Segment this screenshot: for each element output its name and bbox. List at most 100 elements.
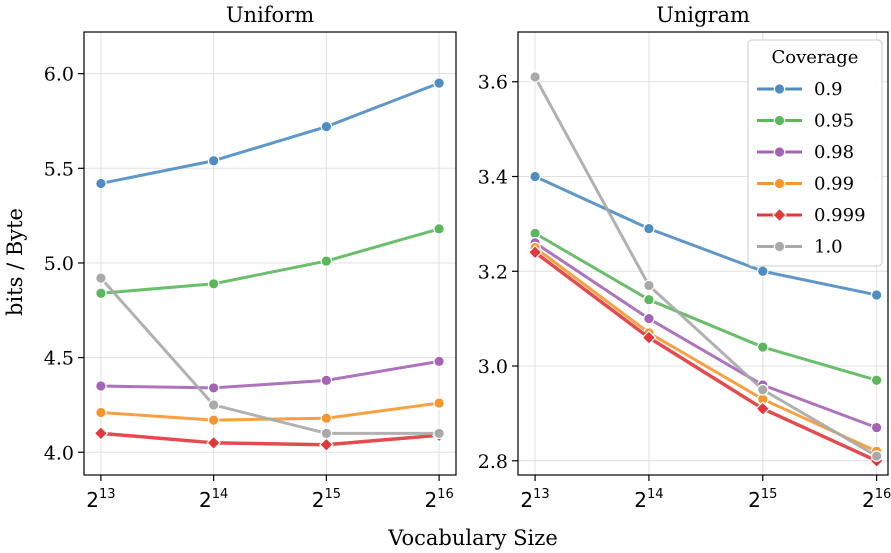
y-tick-label: 3.4: [478, 167, 508, 189]
x-tick-label: 214: [634, 487, 663, 512]
uniform-plot-frame: [83, 31, 457, 476]
y-tick-label: 3.6: [478, 72, 508, 94]
legend-label-0.999: 0.999: [814, 205, 866, 226]
data-point-0.99: [95, 406, 107, 419]
data-point-1.0: [756, 383, 769, 396]
data-point-0.95: [207, 277, 220, 290]
unigram-x-ticks: 213 214 215 216: [520, 475, 891, 512]
unigram-panel: Unigram 2.8 3.0 3.2 3.4 3.6 213 214 215 216: [478, 3, 891, 512]
legend-marker-0.9: [773, 83, 786, 95]
series-line-0.95: [100, 227, 440, 295]
series-line-0.9: [534, 175, 877, 297]
data-point-0.9: [320, 120, 333, 133]
data-point-1.0: [320, 427, 333, 440]
data-point-0.95: [870, 374, 883, 387]
data-point-1.0: [207, 399, 220, 411]
series-line-0.999: [100, 431, 440, 447]
y-tick-label: 3.2: [478, 261, 508, 283]
x-axis-label: Vocabulary Size: [387, 526, 558, 550]
y-tick-label: 6.0: [44, 64, 74, 86]
data-point-0.9: [870, 289, 883, 301]
x-tick-label: 214: [199, 487, 228, 512]
data-point-0.95: [756, 341, 769, 353]
legend-label-0.9: 0.9: [814, 79, 843, 100]
data-point-0.95: [643, 293, 655, 306]
legend-marker-0.98: [773, 146, 786, 158]
legend: Coverage 0.9 0.95 0.98 0.99 0.999 1.0: [747, 39, 883, 267]
data-point-0.99: [433, 397, 445, 409]
series-line-0.95: [534, 232, 878, 382]
data-point-0.9: [529, 170, 541, 183]
uniform-title: Uniform: [226, 3, 314, 27]
data-point-0.9: [207, 154, 220, 167]
uniform-y-ticks: 4.0 4.5 5.0 5.5 6.0: [44, 64, 84, 464]
legend-marker-0.99: [773, 177, 786, 190]
data-point-0.9: [433, 77, 445, 89]
series-line-0.98: [100, 359, 440, 390]
unigram-plot-frame: [517, 31, 889, 476]
x-tick-label: 213: [520, 487, 549, 512]
data-point-0.95: [320, 255, 333, 267]
legend-label-0.95: 0.95: [814, 111, 854, 132]
legend-box: [747, 39, 883, 267]
y-tick-label: 5.5: [44, 158, 74, 180]
series-line-0.999: [534, 250, 878, 463]
legend-marker-0.95: [773, 114, 786, 127]
x-tick-label: 215: [748, 487, 777, 512]
series-line-0.99: [534, 246, 878, 453]
series-line-0.98: [534, 241, 878, 430]
uniform-x-ticks: 213 214 215 216: [86, 475, 454, 512]
uniform-grid: [84, 32, 456, 475]
legend-label-0.98: 0.98: [814, 142, 854, 163]
unigram-title: Unigram: [656, 3, 750, 27]
x-tick-label: 216: [862, 487, 891, 512]
legend-label-0.99: 0.99: [814, 174, 854, 195]
data-point-0.999: [527, 244, 543, 260]
unigram-y-ticks: 2.8 3.0 3.2 3.4 3.6: [478, 72, 518, 473]
unigram-series: [527, 71, 884, 469]
legend-marker-0.999: [772, 207, 787, 223]
legend-label-1.0: 1.0: [814, 237, 843, 258]
y-axis-label: bits / Byte: [3, 208, 27, 316]
data-point-1.0: [529, 71, 541, 83]
series-line-0.9: [100, 81, 440, 185]
data-point-0.99: [320, 412, 333, 425]
uniform-panel: Uniform 4.0 4.5 5.0 5.5 6.0 213 214 215 216: [44, 3, 457, 512]
data-point-0.98: [870, 421, 883, 434]
y-tick-label: 2.8: [478, 451, 508, 473]
data-point-0.98: [95, 380, 107, 392]
data-point-0.98: [207, 382, 220, 394]
series-line-1.0: [99, 277, 440, 435]
series-line-0.99: [100, 401, 440, 422]
data-point-0.999: [93, 426, 109, 441]
x-tick-label: 215: [312, 487, 341, 512]
data-point-0.999: [319, 437, 334, 453]
data-point-0.999: [755, 401, 771, 417]
data-point-0.999: [206, 435, 221, 451]
data-point-0.9: [756, 265, 769, 278]
y-tick-label: 5.0: [44, 253, 74, 275]
uniform-series: [93, 77, 447, 453]
data-point-1.0: [643, 279, 655, 292]
data-point-1.0: [870, 450, 883, 462]
x-tick-label: 216: [424, 487, 453, 512]
data-point-0.9: [95, 177, 107, 190]
data-point-0.999: [641, 330, 657, 345]
y-tick-label: 4.0: [44, 442, 74, 464]
data-point-0.98: [643, 312, 655, 325]
data-point-0.99: [207, 414, 220, 426]
data-point-0.98: [320, 374, 333, 387]
data-point-0.95: [529, 227, 541, 240]
data-point-0.95: [433, 223, 445, 235]
series-line-1.0: [533, 76, 878, 458]
data-point-1.0: [95, 272, 107, 284]
legend-entries: 0.9 0.95 0.98 0.99 0.999 1.0: [757, 79, 866, 258]
legend-marker-1.0: [773, 240, 786, 253]
x-tick-label: 213: [86, 487, 115, 512]
data-point-0.9: [643, 222, 655, 235]
data-point-0.98: [433, 355, 445, 368]
y-tick-label: 4.5: [44, 348, 74, 370]
y-tick-label: 3.0: [478, 356, 508, 378]
data-point-1.0: [433, 427, 445, 440]
